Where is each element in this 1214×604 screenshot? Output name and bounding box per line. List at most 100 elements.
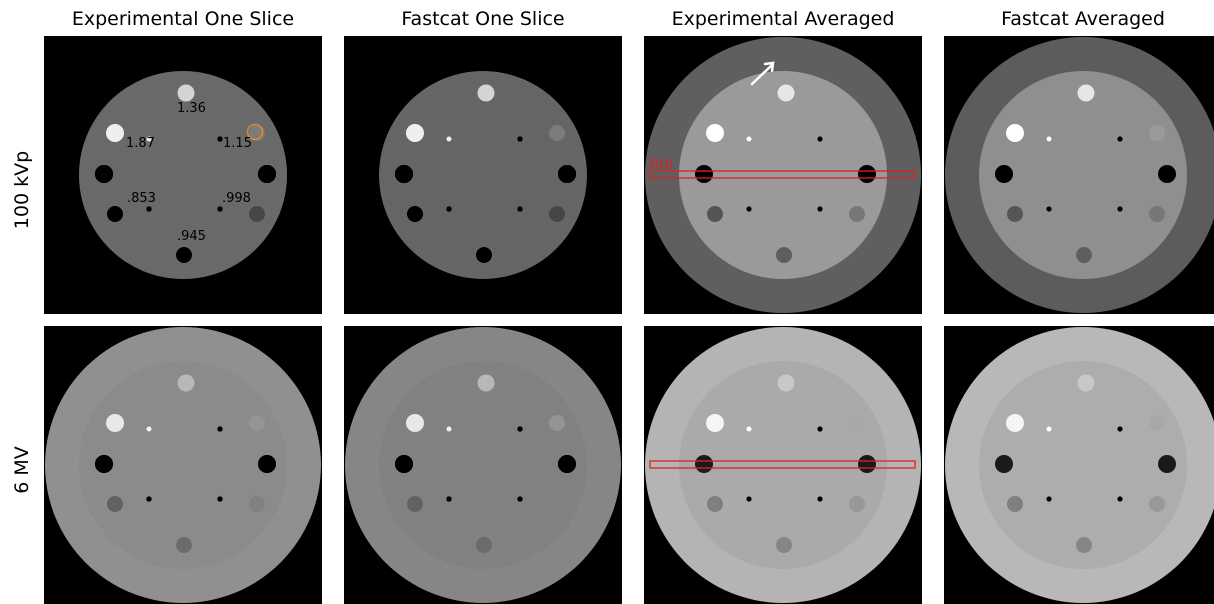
pin-upper-right <box>217 136 223 142</box>
pin-lower-left <box>146 206 152 212</box>
panel-100kvp-fastcat-one-slice <box>344 36 622 314</box>
insert-left-air <box>395 455 413 473</box>
marker-circle <box>246 123 264 141</box>
insert-right-air <box>1158 455 1176 473</box>
insert-upper-right <box>549 125 565 141</box>
pin-lower-right <box>1117 496 1123 502</box>
phantom-inner-disc <box>79 361 287 569</box>
pin-upper-left <box>746 426 752 432</box>
insert-lower-left <box>707 206 723 222</box>
insert-left-air <box>995 165 1013 183</box>
phantom-image <box>945 327 1214 603</box>
column-title-fastcat-one-slice: Fastcat One Slice <box>401 8 565 30</box>
insert-left-air <box>695 455 713 473</box>
insert-lower-right <box>249 496 265 512</box>
insert-bottom <box>176 247 192 263</box>
insert-bottom <box>476 247 492 263</box>
panel-6mv-fastcat-one-slice <box>344 326 622 604</box>
insert-lower-right <box>549 496 565 512</box>
phantom-inner-disc <box>79 71 287 279</box>
insert-right-air <box>1158 165 1176 183</box>
insert-left-air <box>695 165 713 183</box>
phantom-inner-disc <box>379 361 587 569</box>
phantom-inner-disc <box>979 71 1187 279</box>
insert-upper-left <box>406 414 424 432</box>
insert-top <box>177 84 195 102</box>
insert-lower-right <box>1149 206 1165 222</box>
pin-upper-left <box>446 136 452 142</box>
insert-lower-right <box>549 206 565 222</box>
insert-top <box>1077 374 1095 392</box>
phantom-image <box>645 37 921 313</box>
panel-100kvp-experimental-averaged <box>644 36 922 314</box>
insert-top <box>777 374 795 392</box>
insert-bottom <box>776 247 792 263</box>
density-label-1-15: 1.15 <box>223 136 252 151</box>
density-label-945: .945 <box>177 229 206 244</box>
phantom-image <box>345 327 621 603</box>
insert-bottom <box>176 537 192 553</box>
insert-right-air <box>558 455 576 473</box>
pin-upper-right <box>817 136 823 142</box>
insert-lower-left <box>1007 206 1023 222</box>
insert-upper-left <box>106 414 124 432</box>
pin-lower-right <box>217 206 223 212</box>
phantom-image <box>945 37 1214 313</box>
insert-upper-right <box>849 415 865 431</box>
panel-6mv-experimental-averaged <box>644 326 922 604</box>
insert-top <box>477 84 495 102</box>
insert-lower-left <box>407 496 423 512</box>
insert-upper-left <box>706 124 724 142</box>
insert-right-air <box>258 455 276 473</box>
insert-lower-left <box>407 206 423 222</box>
pin-lower-left <box>146 496 152 502</box>
phantom-inner-disc <box>979 361 1187 569</box>
insert-bottom <box>1076 537 1092 553</box>
pin-lower-right <box>217 496 223 502</box>
insert-left-air <box>95 165 113 183</box>
pin-upper-left <box>446 426 452 432</box>
insert-lower-left <box>707 496 723 512</box>
insert-upper-left <box>1006 414 1024 432</box>
density-label-998: .998 <box>222 191 251 206</box>
pin-lower-right <box>817 206 823 212</box>
insert-left-air <box>995 455 1013 473</box>
row-label-6mv: 6 MV <box>11 446 33 494</box>
panel-6mv-fastcat-averaged <box>944 326 1214 604</box>
phantom-inner-disc <box>679 71 887 279</box>
row-label-100kvp: 100 kVp <box>11 150 33 230</box>
insert-top <box>477 374 495 392</box>
pin-upper-right <box>517 136 523 142</box>
phantom-inner-disc <box>379 71 587 279</box>
insert-lower-left <box>107 496 123 512</box>
panel-100kvp-experimental-one-slice <box>44 36 322 314</box>
pin-upper-right <box>1117 426 1123 432</box>
arrow-icon <box>750 61 775 86</box>
phantom-inner-disc <box>679 361 887 569</box>
insert-top <box>177 374 195 392</box>
insert-lower-left <box>1007 496 1023 512</box>
phantom-image <box>645 327 921 603</box>
column-title-experimental-one-slice: Experimental One Slice <box>71 8 295 30</box>
pin-upper-right <box>817 426 823 432</box>
panel-100kvp-fastcat-averaged <box>944 36 1214 314</box>
phantom-image <box>45 327 321 603</box>
pin-lower-left <box>446 496 452 502</box>
pin-upper-left <box>146 136 152 142</box>
density-label-853: .853 <box>127 191 156 206</box>
insert-upper-left <box>706 414 724 432</box>
insert-right-air <box>858 455 876 473</box>
pin-lower-right <box>817 496 823 502</box>
insert-upper-right <box>849 125 865 141</box>
insert-top <box>777 84 795 102</box>
pin-lower-left <box>1046 206 1052 212</box>
insert-bottom <box>476 537 492 553</box>
panel-6mv-experimental-one-slice <box>44 326 322 604</box>
pin-lower-right <box>517 206 523 212</box>
insert-bottom <box>1076 247 1092 263</box>
pin-upper-right <box>517 426 523 432</box>
pin-lower-left <box>1046 496 1052 502</box>
pin-upper-right <box>217 426 223 432</box>
phantom-image <box>45 37 321 313</box>
pin-lower-right <box>517 496 523 502</box>
